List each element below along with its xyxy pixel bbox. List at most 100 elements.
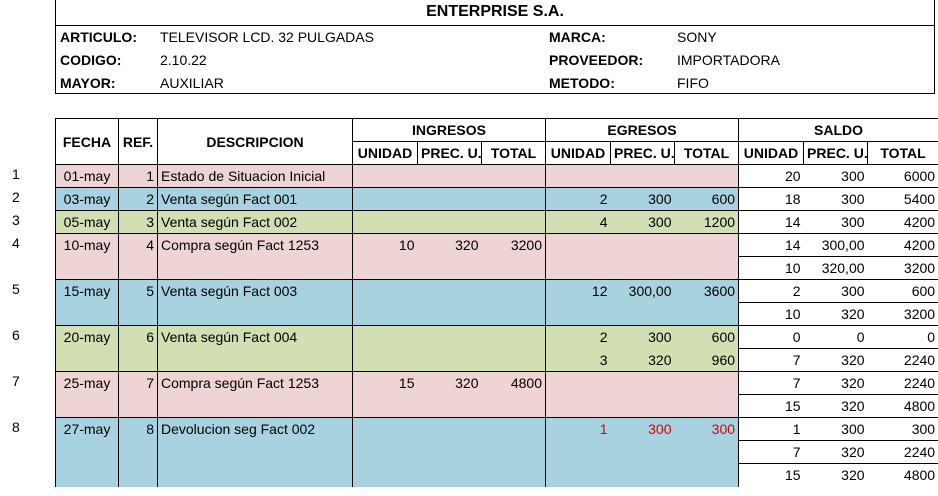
proveedor-label: PROVEEDOR: — [549, 52, 644, 68]
cell-egreso-precio — [610, 371, 675, 395]
cell-egreso-precio: 300,00 — [610, 279, 675, 303]
cell-ref: 5 — [118, 279, 158, 303]
cell-ref — [118, 440, 158, 464]
subheader-egr-total: TOTAL — [673, 141, 740, 165]
cell-descripcion — [157, 302, 353, 326]
header-box: ENTERPRISE S.A. ARTICULO: TELEVISOR LCD.… — [55, 0, 935, 94]
header-egresos: EGRESOS — [544, 118, 740, 142]
cell-egreso-precio — [610, 164, 675, 188]
cell-saldo-unidad: 15 — [738, 394, 804, 418]
subheader-egr-unidad: UNIDAD — [545, 141, 611, 165]
cell-egreso-unidad: 3 — [545, 348, 611, 372]
proveedor-value: IMPORTADORA — [677, 52, 780, 68]
cell-saldo-total: 5400 — [867, 187, 938, 211]
cell-saldo-unidad: 18 — [738, 187, 804, 211]
cell-ingreso-total — [481, 279, 546, 303]
cell-egreso-precio: 300 — [610, 325, 675, 349]
cell-fecha: 15-may — [55, 279, 119, 303]
cell-saldo-precio: 300,00 — [803, 233, 868, 257]
header-fecha: FECHA — [55, 118, 119, 165]
cell-ingreso-precio — [417, 187, 482, 211]
row-number: 3 — [12, 212, 20, 228]
cell-ref: 4 — [118, 233, 158, 257]
cell-descripcion: Venta según Fact 003 — [157, 279, 353, 303]
cell-descripcion: Venta según Fact 002 — [157, 210, 353, 234]
cell-saldo-precio: 300 — [803, 210, 868, 234]
mayor-value: AUXILIAR — [160, 75, 224, 91]
table-row: 10-may 4 Compra según Fact 1253 10 320 3200 14… — [55, 233, 938, 257]
cell-ingreso-unidad — [352, 302, 418, 326]
cell-saldo-precio: 320 — [803, 371, 868, 395]
cell-ingreso-unidad — [352, 440, 418, 464]
cell-descripcion — [157, 394, 353, 418]
cell-egreso-total: 960 — [674, 348, 739, 372]
cell-descripcion: Compra según Fact 1253 — [157, 233, 353, 257]
cell-ingreso-unidad — [352, 417, 418, 441]
cell-fecha — [55, 440, 119, 464]
cell-saldo-total: 4200 — [867, 210, 938, 234]
cell-descripcion: Venta según Fact 001 — [157, 187, 353, 211]
cell-saldo-precio: 320 — [803, 440, 868, 464]
table-row: 20-may 6 Venta según Fact 004 2 300 600 0 0 0 — [55, 325, 938, 349]
row-number: 8 — [12, 419, 20, 435]
cell-egreso-unidad — [545, 440, 611, 464]
cell-saldo-total: 600 — [867, 279, 938, 303]
cell-saldo-unidad: 2 — [738, 279, 804, 303]
table-row: 3 320 960 7 320 2240 — [55, 348, 938, 372]
cell-fecha: 10-may — [55, 233, 119, 257]
cell-ingreso-unidad — [352, 325, 418, 349]
cell-ingreso-precio — [417, 348, 482, 372]
cell-ingreso-total: 3200 — [481, 233, 546, 257]
cell-ingreso-total — [481, 348, 546, 372]
cell-ingreso-unidad: 15 — [352, 371, 418, 395]
row-number: 1 — [12, 166, 20, 182]
cell-saldo-total: 2240 — [867, 440, 938, 464]
table-row: 03-may 2 Venta según Fact 001 2 300 600 18 300 5… — [55, 187, 938, 211]
cell-saldo-unidad: 1 — [738, 417, 804, 441]
cell-egreso-total — [674, 371, 739, 395]
subheader-ing-unidad: UNIDAD — [352, 141, 418, 165]
info-row-codigo: CODIGO: 2.10.22 PROVEEDOR: IMPORTADORA — [56, 49, 934, 72]
cell-ingreso-total — [481, 302, 546, 326]
cell-fecha: 20-may — [55, 325, 119, 349]
cell-egreso-precio — [610, 233, 675, 257]
row-number: 4 — [12, 235, 20, 251]
row-number: 7 — [12, 373, 20, 389]
cell-egreso-total: 300 — [674, 417, 739, 441]
table-row: 05-may 3 Venta según Fact 002 4 300 1200 14 300… — [55, 210, 938, 234]
cell-ingreso-precio — [417, 440, 482, 464]
cell-ref: 6 — [118, 325, 158, 349]
cell-egreso-total: 600 — [674, 325, 739, 349]
cell-ingreso-precio — [417, 210, 482, 234]
cell-descripcion — [157, 440, 353, 464]
cell-descripcion: Devolucion seg Fact 002 — [157, 417, 353, 441]
cell-ingreso-unidad — [352, 394, 418, 418]
cell-egreso-precio: 300 — [610, 187, 675, 211]
table-row: 27-may 8 Devolucion seg Fact 002 1 300 300 1 30… — [55, 417, 938, 441]
cell-ingreso-total — [481, 394, 546, 418]
cell-saldo-unidad: 14 — [738, 233, 804, 257]
cell-egreso-total — [674, 394, 739, 418]
cell-egreso-unidad — [545, 371, 611, 395]
cell-saldo-precio: 320 — [803, 348, 868, 372]
subheader-ing-total: TOTAL — [481, 141, 546, 165]
cell-ingreso-total — [481, 164, 546, 188]
cell-saldo-unidad: 7 — [738, 440, 804, 464]
cell-egreso-unidad: 2 — [545, 325, 611, 349]
cell-egreso-precio — [610, 440, 675, 464]
info-row-mayor: MAYOR: AUXILIAR METODO: FIFO — [56, 72, 934, 95]
cell-egreso-total — [674, 256, 739, 280]
cell-fecha — [55, 463, 119, 487]
articulo-label: ARTICULO: — [60, 29, 137, 45]
row-number: 6 — [12, 327, 20, 343]
cell-descripcion — [157, 256, 353, 280]
cell-egreso-unidad — [545, 394, 611, 418]
cell-ref: 8 — [118, 417, 158, 441]
metodo-value: FIFO — [677, 75, 709, 91]
cell-egreso-total: 3600 — [674, 279, 739, 303]
table-row: 25-may 7 Compra según Fact 1253 15 320 4800 7 3… — [55, 371, 938, 395]
cell-saldo-total: 4800 — [867, 394, 938, 418]
company-title: ENTERPRISE S.A. — [56, 0, 934, 26]
mayor-label: MAYOR: — [60, 75, 116, 91]
cell-ingreso-unidad — [352, 210, 418, 234]
